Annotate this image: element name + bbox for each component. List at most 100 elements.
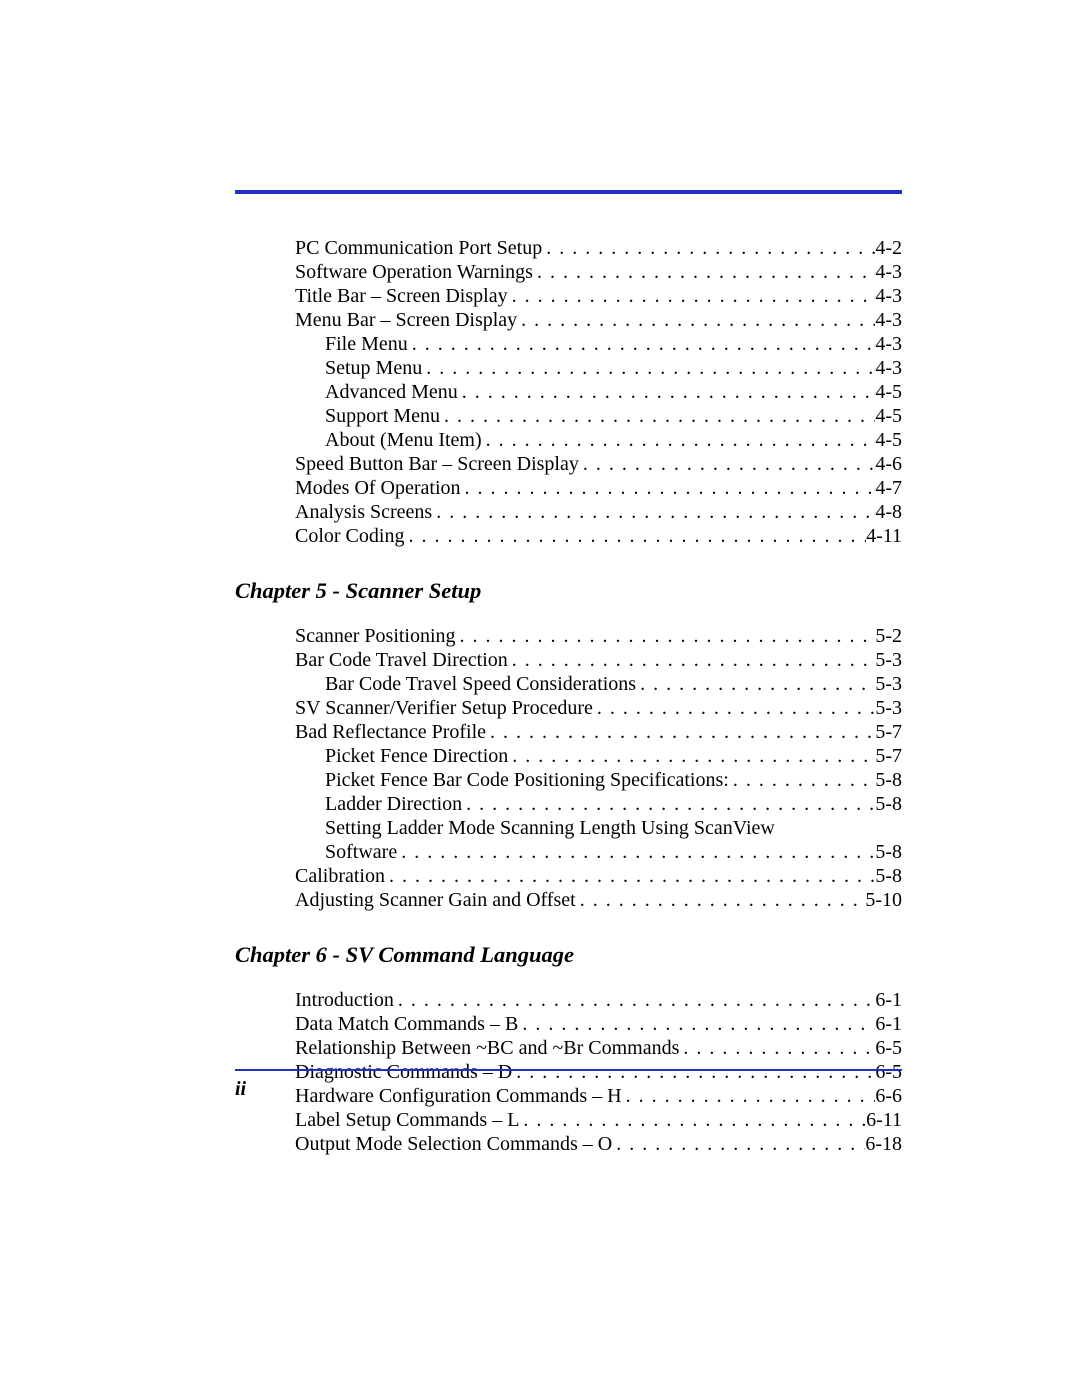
- toc-leader-dots: . . . . . . . . . . . . . . . . . . . . …: [508, 746, 875, 766]
- toc-entry-label: Bad Reflectance Profile: [295, 722, 486, 742]
- toc-entry-label: Speed Button Bar – Screen Display: [295, 454, 579, 474]
- toc-leader-dots: . . . . . . . . . . . . . . . . . . . . …: [458, 382, 876, 402]
- toc-entry: Diagnostic Commands – D . . . . . . . . …: [295, 1062, 902, 1086]
- toc-entry: Bad Reflectance Profile . . . . . . . . …: [295, 722, 902, 746]
- toc-entry-label: Picket Fence Bar Code Positioning Specif…: [325, 770, 729, 790]
- toc-leader-dots: . . . . . . . . . . . . . . . . . . . . …: [397, 842, 875, 862]
- toc-entry-page: 5-8: [875, 842, 902, 862]
- toc-entry-page: 6-1: [875, 990, 902, 1010]
- toc-leader-dots: . . . . . . . . . . . . . . . . . . . . …: [612, 1134, 865, 1154]
- toc-leader-dots: . . . . . . . . . . . . . . . . . . . . …: [519, 1110, 866, 1130]
- toc-entry-label: Bar Code Travel Speed Considerations: [325, 674, 636, 694]
- toc-entry: PC Communication Port Setup . . . . . . …: [295, 238, 902, 262]
- toc-entry: Hardware Configuration Commands – H . . …: [295, 1086, 902, 1110]
- chapter-heading: Chapter 6 - SV Command Language: [235, 942, 902, 968]
- toc-entry: Label Setup Commands – L . . . . . . . .…: [295, 1110, 902, 1134]
- toc-entry-label: Color Coding: [295, 526, 404, 546]
- toc-entry-label: Setting Ladder Mode Scanning Length Usin…: [325, 818, 775, 838]
- toc-entry: File Menu . . . . . . . . . . . . . . . …: [295, 334, 902, 358]
- toc-leader-dots: . . . . . . . . . . . . . . . . . . . . …: [456, 626, 876, 646]
- toc-block: Introduction . . . . . . . . . . . . . .…: [295, 990, 902, 1158]
- toc-entry-page: 6-6: [875, 1086, 902, 1106]
- toc-entry-page: 4-6: [875, 454, 902, 474]
- toc-entry: Speed Button Bar – Screen Display . . . …: [295, 454, 902, 478]
- toc-entry-page: 5-3: [875, 674, 902, 694]
- toc-entry: Support Menu . . . . . . . . . . . . . .…: [295, 406, 902, 430]
- toc-entry-page: 4-3: [875, 310, 902, 330]
- toc-entry-page: 4-8: [875, 502, 902, 522]
- toc-entry: Data Match Commands – B . . . . . . . . …: [295, 1014, 902, 1038]
- toc-entry: Picket Fence Direction . . . . . . . . .…: [295, 746, 902, 770]
- toc-entry-page: 6-5: [875, 1062, 902, 1082]
- toc-entry-label: SV Scanner/Verifier Setup Procedure: [295, 698, 593, 718]
- toc-entry-page: 4-11: [866, 526, 902, 546]
- toc-entry: Color Coding . . . . . . . . . . . . . .…: [295, 526, 902, 550]
- toc-entry: About (Menu Item) . . . . . . . . . . . …: [295, 430, 902, 454]
- toc-entry: Setup Menu . . . . . . . . . . . . . . .…: [295, 358, 902, 382]
- toc-entry-label: Output Mode Selection Commands – O: [295, 1134, 612, 1154]
- page-number: ii: [235, 1078, 246, 1101]
- toc-leader-dots: . . . . . . . . . . . . . . . . . . . . …: [542, 238, 875, 258]
- toc-entry-page: 5-3: [875, 650, 902, 670]
- toc-leader-dots: . . . . . . . . . . . . . . . . . . . . …: [440, 406, 875, 426]
- toc-leader-dots: . . . . . . . . . . . . . . . . . . . . …: [636, 674, 875, 694]
- toc-entry-label: Title Bar – Screen Display: [295, 286, 508, 306]
- toc-entry-label: Scanner Positioning: [295, 626, 456, 646]
- toc-entry-page: 6-18: [865, 1134, 902, 1154]
- toc-entry: Menu Bar – Screen Display . . . . . . . …: [295, 310, 902, 334]
- top-rule: [235, 190, 902, 194]
- toc-leader-dots: . . . . . . . . . . . . . . . . . . . . …: [679, 1038, 875, 1058]
- toc-leader-dots: . . . . . . . . . . . . . . . . . . . . …: [482, 430, 876, 450]
- toc-entry-label: Menu Bar – Screen Display: [295, 310, 517, 330]
- toc-leader-dots: . . . . . . . . . . . . . . . . . . . . …: [622, 1086, 876, 1106]
- toc-entry-page: 5-8: [875, 794, 902, 814]
- toc-entry-label: Adjusting Scanner Gain and Offset: [295, 890, 576, 910]
- toc-entry-label: Modes Of Operation: [295, 478, 461, 498]
- toc-leader-dots: . . . . . . . . . . . . . . . . . . . . …: [486, 722, 875, 742]
- toc-entry-page: 4-3: [875, 262, 902, 282]
- toc-entry-page: 4-5: [875, 382, 902, 402]
- toc-entry-label: Relationship Between ~BC and ~Br Command…: [295, 1038, 679, 1058]
- toc-entry: Scanner Positioning . . . . . . . . . . …: [295, 626, 902, 650]
- toc-entry: Advanced Menu . . . . . . . . . . . . . …: [295, 382, 902, 406]
- toc-leader-dots: . . . . . . . . . . . . . . . . . . . . …: [422, 358, 875, 378]
- toc-entry-label: Data Match Commands – B: [295, 1014, 518, 1034]
- toc-entry: Title Bar – Screen Display . . . . . . .…: [295, 286, 902, 310]
- toc-entry-page: 5-3: [875, 698, 902, 718]
- toc-entry-label: Diagnostic Commands – D: [295, 1062, 512, 1082]
- toc-leader-dots: . . . . . . . . . . . . . . . . . . . . …: [512, 1062, 875, 1082]
- toc-entry: Analysis Screens . . . . . . . . . . . .…: [295, 502, 902, 526]
- toc-entry-page: 5-8: [875, 770, 902, 790]
- toc-entry-page: 4-5: [875, 430, 902, 450]
- toc-leader-dots: . . . . . . . . . . . . . . . . . . . . …: [533, 262, 875, 282]
- toc-leader-dots: . . . . . . . . . . . . . . . . . . . . …: [408, 334, 876, 354]
- toc-entry-label: About (Menu Item): [325, 430, 482, 450]
- toc-entry-page: 5-8: [875, 866, 902, 886]
- toc-entry-page: 5-10: [865, 890, 902, 910]
- toc-leader-dots: . . . . . . . . . . . . . . . . . . . . …: [508, 650, 876, 670]
- toc-entry-label: Software: [325, 842, 397, 862]
- toc-entry-page: 6-5: [875, 1038, 902, 1058]
- toc-entry: Bar Code Travel Speed Considerations . .…: [295, 674, 902, 698]
- chapter-heading: Chapter 5 - Scanner Setup: [235, 578, 902, 604]
- toc-entry: Setting Ladder Mode Scanning Length Usin…: [295, 818, 902, 842]
- toc-entry-page: 6-1: [875, 1014, 902, 1034]
- toc-entry-page: 4-5: [875, 406, 902, 426]
- toc-leader-dots: . . . . . . . . . . . . . . . . . . . . …: [462, 794, 875, 814]
- toc-entry: Ladder Direction . . . . . . . . . . . .…: [295, 794, 902, 818]
- toc-leader-dots: . . . . . . . . . . . . . . . . . . . . …: [404, 526, 866, 546]
- toc-leader-dots: . . . . . . . . . . . . . . . . . . . . …: [517, 310, 875, 330]
- toc-entry-label: PC Communication Port Setup: [295, 238, 542, 258]
- toc-entry: Output Mode Selection Commands – O . . .…: [295, 1134, 902, 1158]
- toc-entry: Picket Fence Bar Code Positioning Specif…: [295, 770, 902, 794]
- toc-leader-dots: . . . . . . . . . . . . . . . . . . . . …: [385, 866, 875, 886]
- toc-entry-label: File Menu: [325, 334, 408, 354]
- toc-entry-page: 4-2: [875, 238, 902, 258]
- toc-entry-label: Calibration: [295, 866, 385, 886]
- toc-entry: Modes Of Operation . . . . . . . . . . .…: [295, 478, 902, 502]
- toc-entry-page: 6-11: [866, 1110, 902, 1130]
- toc-entry-label: Ladder Direction: [325, 794, 462, 814]
- document-page: PC Communication Port Setup . . . . . . …: [0, 0, 1080, 1397]
- toc-entry-label: Setup Menu: [325, 358, 422, 378]
- toc-entry-label: Software Operation Warnings: [295, 262, 533, 282]
